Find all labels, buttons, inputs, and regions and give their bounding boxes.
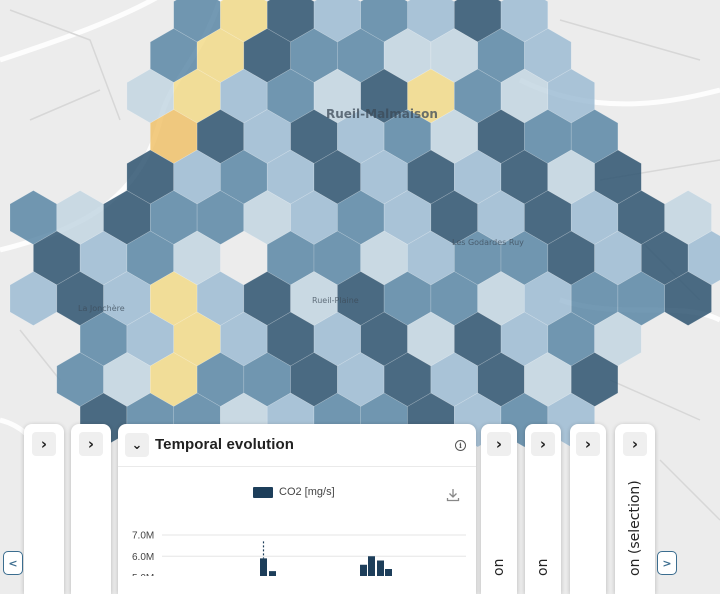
map-label-city: Rueil-Malmaison — [326, 107, 438, 121]
chevron-right-icon[interactable]: › — [79, 432, 103, 456]
legend-label: CO2 [mg/s] — [279, 486, 335, 498]
chart-bar[interactable] — [385, 569, 392, 584]
panel-header: ⌄ Temporal evolution i — [118, 424, 476, 467]
collapsed-panel: › on — [525, 424, 561, 594]
chevron-right-icon[interactable]: › — [576, 432, 600, 456]
chevron-right-icon[interactable]: › — [487, 432, 511, 456]
collapsed-panel: › on — [481, 424, 517, 594]
collapsed-panel-title: on — [535, 558, 551, 576]
chevron-right-icon[interactable]: › — [32, 432, 56, 456]
chart-area: 7.0M6.0M5.0M — [118, 524, 476, 584]
y-tick-label: 6.0M — [132, 552, 154, 563]
map-label-district: Rueil-Plaine — [312, 296, 359, 305]
collapsed-panel: › — [71, 424, 111, 594]
legend-swatch — [253, 486, 273, 498]
chart-bar[interactable] — [368, 556, 375, 584]
collapsed-panel: › on (selection) — [615, 424, 655, 594]
chevron-right-icon[interactable]: › — [623, 432, 647, 456]
chart-legend[interactable]: CO2 [mg/s] — [253, 486, 335, 498]
y-tick-label: 7.0M — [132, 531, 154, 542]
chevron-right-icon[interactable]: › — [531, 432, 555, 456]
collapsed-panel: › — [570, 424, 606, 594]
bar-chart[interactable]: 7.0M6.0M5.0M — [118, 524, 476, 584]
info-icon[interactable]: i — [455, 440, 466, 451]
chart-bar[interactable] — [377, 560, 384, 584]
collapsed-panel-title: on (selection) — [627, 480, 643, 576]
map-canvas[interactable] — [0, 0, 720, 576]
panel-title: Temporal evolution — [155, 436, 295, 453]
chart-bar[interactable] — [360, 564, 367, 584]
collapsed-panel: › — [24, 424, 64, 594]
prev-button[interactable]: < — [3, 551, 23, 575]
map-label-district: Les Godardes Ruy — [452, 238, 524, 247]
collapsed-panel-title: on — [491, 558, 507, 576]
next-button[interactable]: > — [657, 551, 677, 575]
chart-bar[interactable] — [269, 571, 276, 584]
hex-cell[interactable] — [664, 271, 712, 326]
map-label-district: La Jonchère — [78, 304, 125, 313]
chart-bar[interactable] — [260, 558, 267, 584]
temporal-evolution-panel: ⌄ Temporal evolution i CO2 [mg/s] 7.0M 6.… — [118, 424, 476, 594]
download-icon[interactable] — [446, 488, 460, 502]
chevron-down-icon[interactable]: ⌄ — [125, 433, 149, 457]
